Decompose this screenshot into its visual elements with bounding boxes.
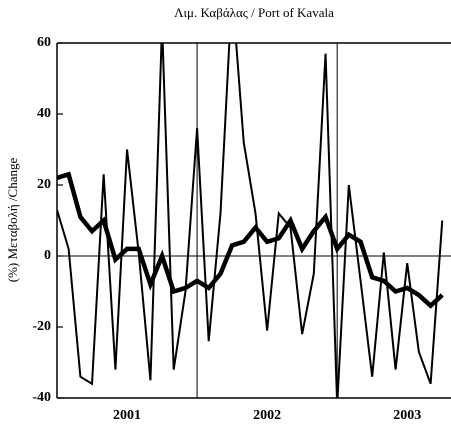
y-axis-label: (%) Μεταβολή /Change [5, 158, 20, 283]
plot-area [57, 43, 451, 398]
y-tick-label: 60 [37, 35, 51, 50]
series-line [57, 43, 444, 398]
y-tick-label: -40 [32, 390, 51, 405]
y-tick-label: 40 [37, 106, 51, 121]
x-tick-label: 2001 [113, 408, 141, 423]
x-tick-label: 2002 [253, 408, 281, 423]
y-tick-label: 20 [37, 177, 51, 192]
y-tick-label: -20 [32, 319, 51, 334]
y-tick-label: 0 [44, 248, 51, 263]
series-line [57, 171, 444, 309]
chart-title: Λιμ. Καβάλας / Port of Kavala [174, 5, 334, 20]
x-tick-label: 2003 [393, 408, 421, 423]
